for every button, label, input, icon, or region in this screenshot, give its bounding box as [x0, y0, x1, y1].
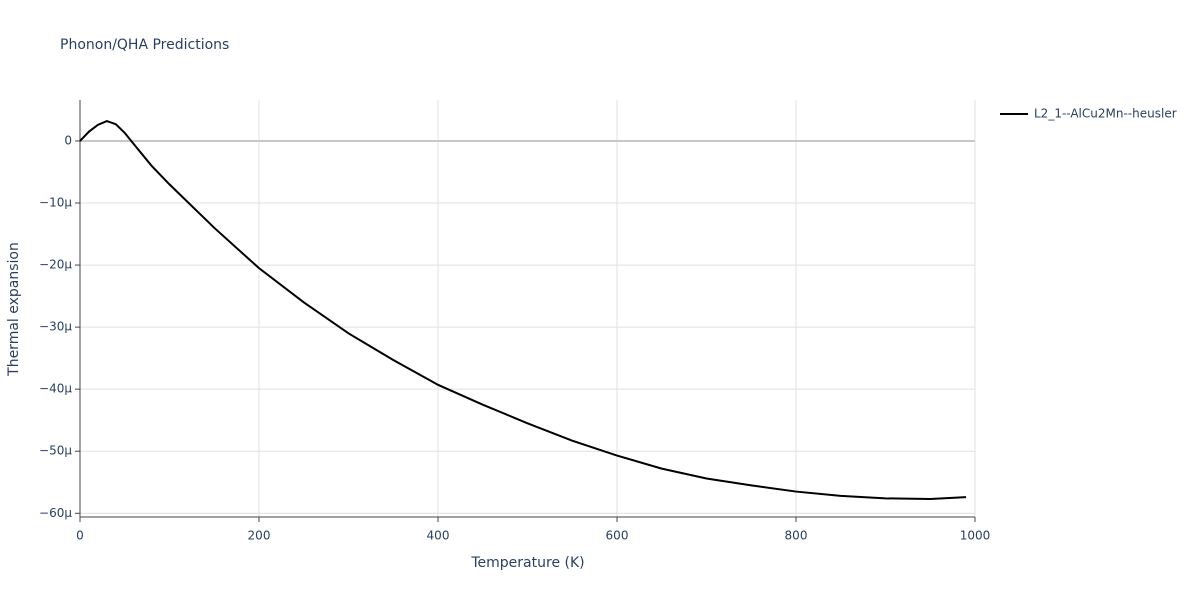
legend-label: L2_1--AlCu2Mn--heusler [1034, 107, 1177, 121]
x-tick-label: 400 [427, 529, 450, 543]
x-axis-title: Temperature (K) [470, 555, 584, 571]
line [79, 120, 967, 501]
x-tick-label: 0 [76, 529, 84, 543]
x-tick-label: 800 [785, 529, 808, 543]
x-tick-label: 200 [248, 529, 271, 543]
y-tick-label: −40μ [39, 382, 72, 396]
y-axis-title: Thermal expansion [6, 242, 22, 377]
x-tick-label: 600 [606, 529, 629, 543]
y-tick-label: 0 [64, 133, 72, 147]
y-tick-label: −60μ [39, 506, 72, 520]
y-tick-label: −20μ [39, 258, 72, 272]
y-tick-label: −10μ [39, 196, 72, 210]
x-tick-label: 1000 [960, 529, 991, 543]
y-tick-label: −50μ [39, 444, 72, 458]
chart-title: Phonon/QHA Predictions [60, 37, 229, 53]
y-tick-label: −30μ [39, 320, 72, 334]
